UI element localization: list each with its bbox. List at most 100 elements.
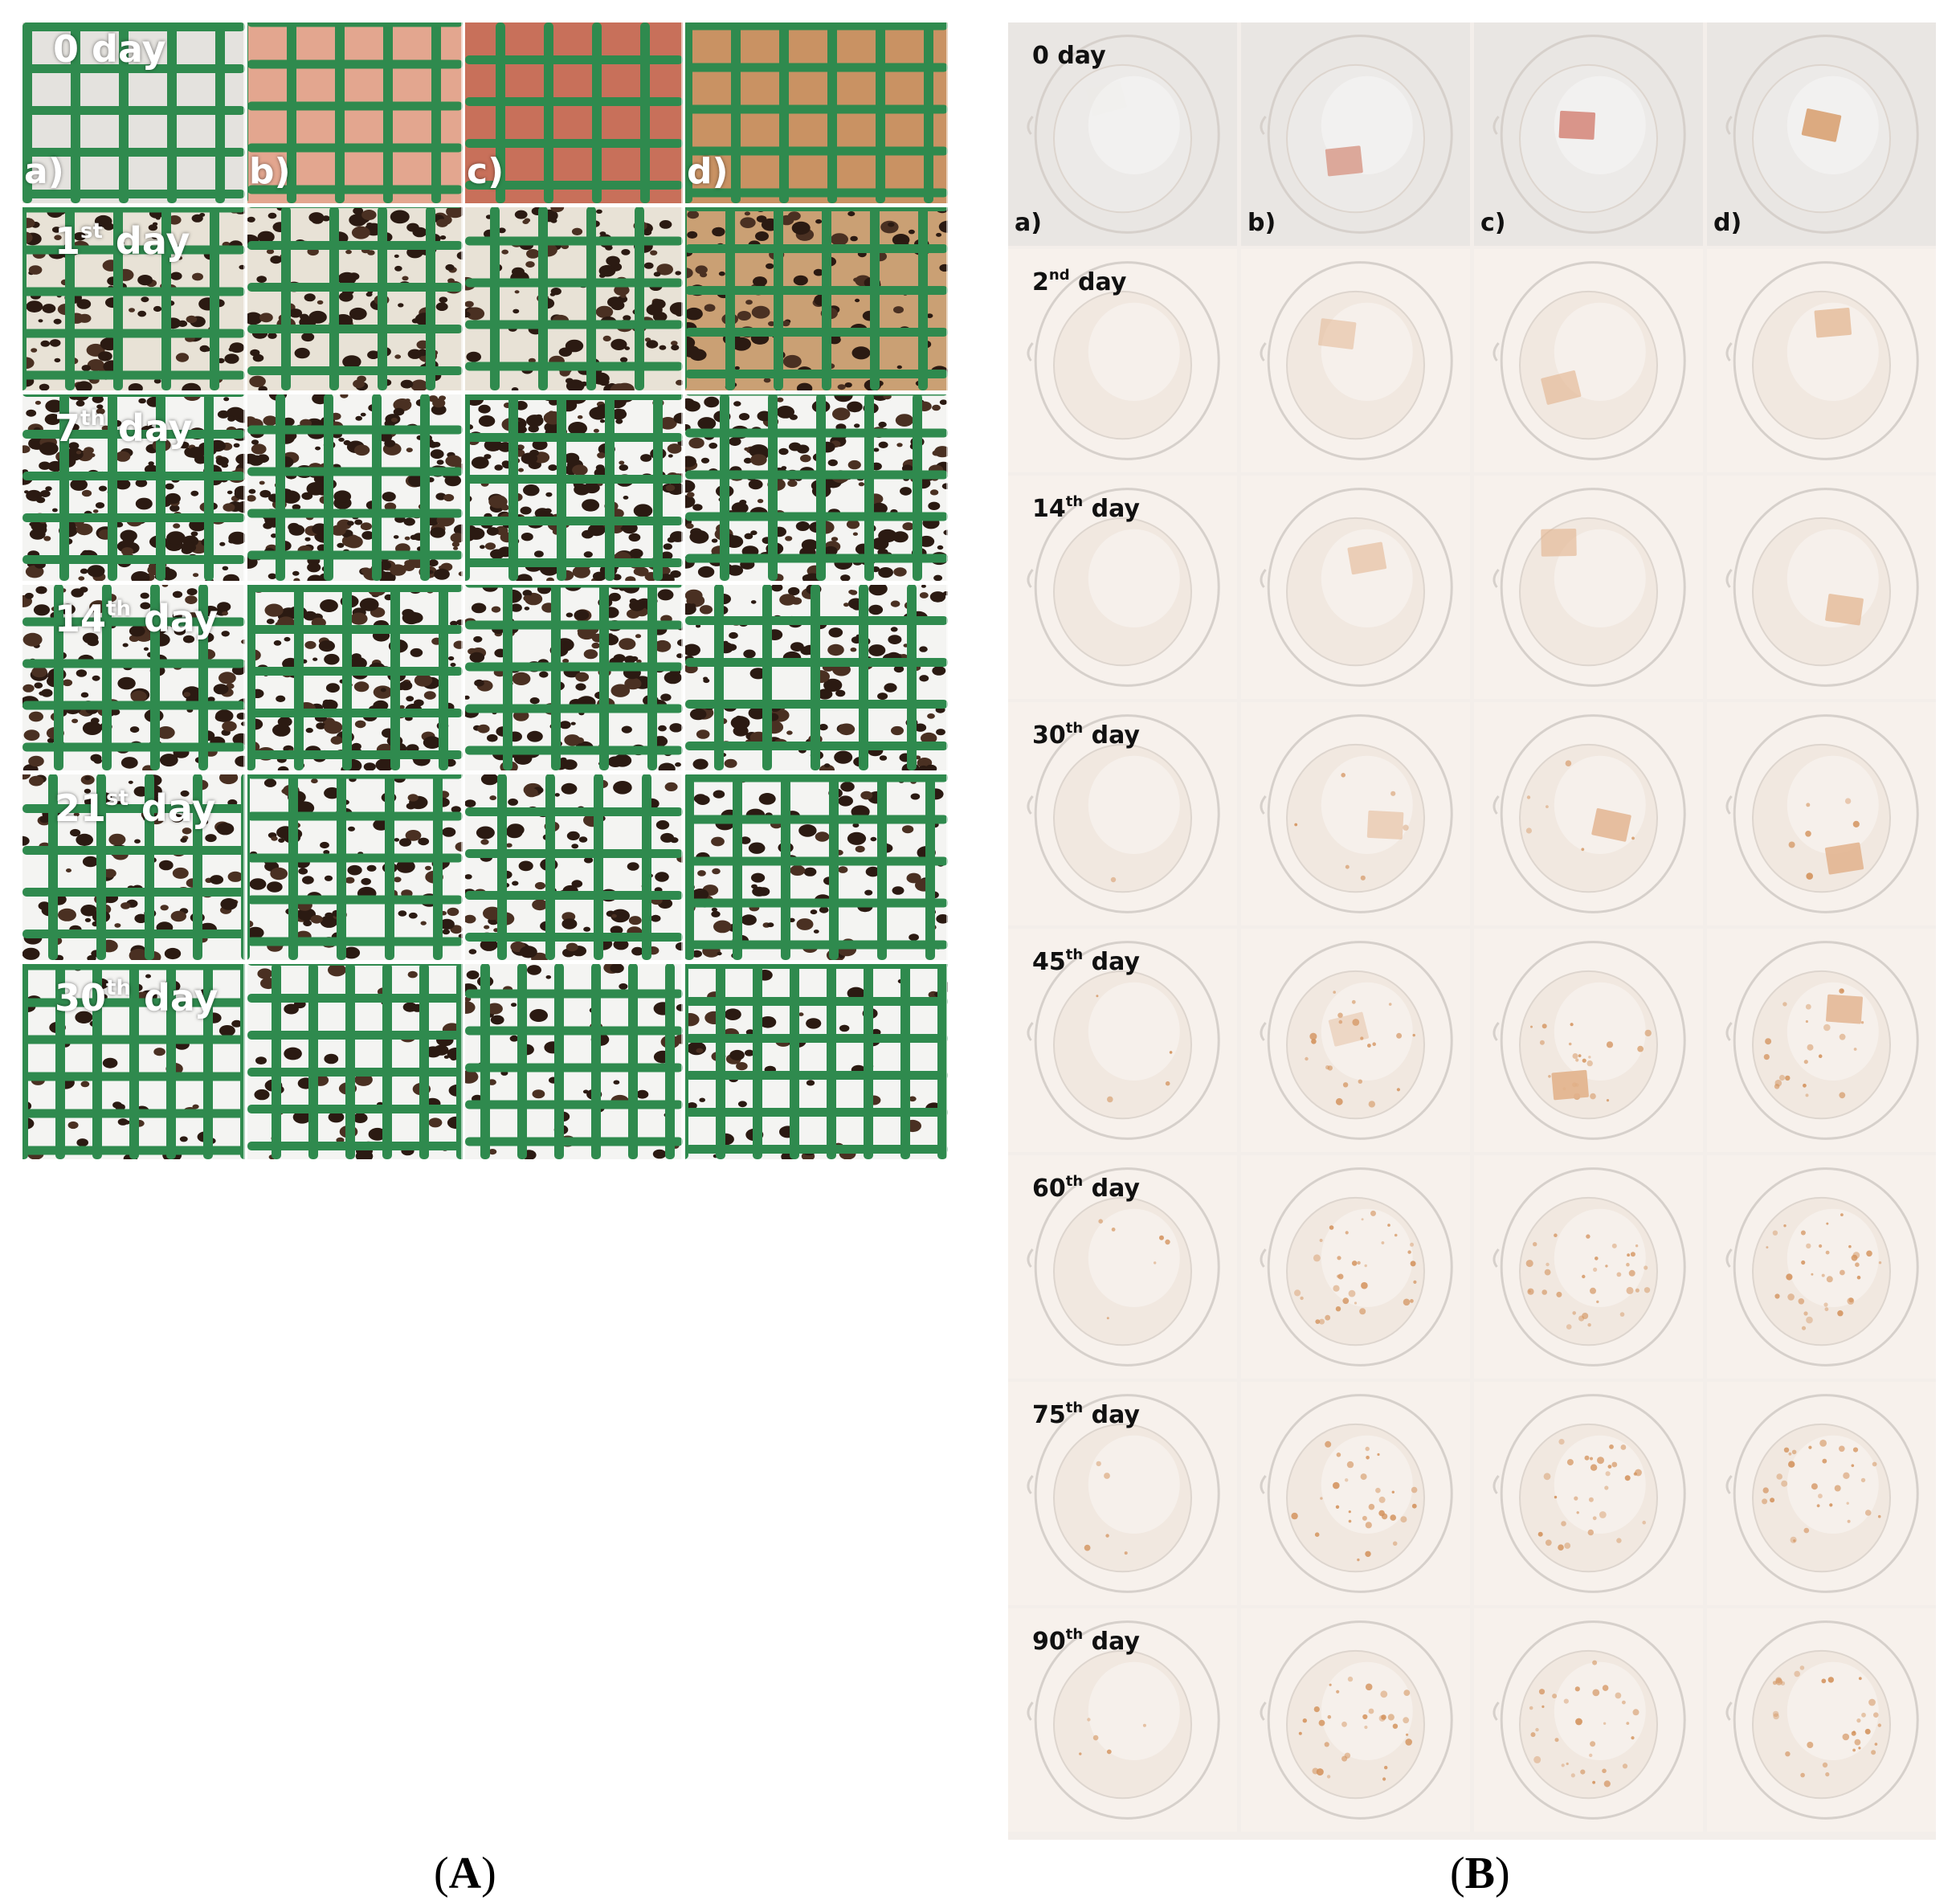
panel-a-column-label: a): [24, 151, 64, 192]
panel-b-beaker-photo: [1008, 476, 1237, 699]
panel-a-caption: (A): [434, 1849, 496, 1898]
day-word: day: [104, 407, 193, 450]
panel-b-beaker-photo: [1241, 929, 1470, 1152]
day-number: 14: [1032, 495, 1066, 523]
panel-b-beaker-photo: [1241, 702, 1470, 925]
day-number: 30: [55, 976, 107, 1019]
panel-a-row: 30th day: [22, 963, 948, 1159]
panel-b-beaker-photo: [1008, 1155, 1237, 1379]
panel-a-day-label: 14th day: [55, 597, 218, 640]
panel-a-row: 21st day: [22, 774, 948, 960]
day-ordinal-suffix: th: [1065, 946, 1084, 963]
panel-a-sample-photo: [465, 963, 683, 1159]
panel-b-beaker-photo: [1707, 1382, 1936, 1605]
day-ordinal-suffix: th: [80, 407, 105, 431]
day-word: day: [1048, 42, 1106, 70]
panel-b-beaker-photo: [1474, 1155, 1703, 1379]
day-ordinal-suffix: th: [1065, 1626, 1084, 1643]
day-number: 75: [1032, 1401, 1066, 1429]
day-word: day: [1083, 1628, 1140, 1656]
panel-a-sample-photo: [685, 774, 948, 960]
panel-a-sample-photo: [685, 394, 948, 581]
day-number: 21: [55, 787, 107, 830]
panel-a-row: 7th day: [22, 394, 948, 581]
day-word: day: [128, 787, 216, 830]
panel-b-caption: (B): [1450, 1849, 1510, 1898]
panel-a-sample-photo: [247, 584, 463, 770]
panel-a-sample-photo: [247, 394, 463, 581]
panel-a-row: 14th day: [22, 584, 948, 770]
panel-a-column-label: c): [467, 151, 504, 192]
panel-b-column-label: d): [1713, 209, 1742, 237]
panel-b-beaker-photo: [1474, 476, 1703, 699]
panel-a-sample-photo: [685, 963, 948, 1159]
panel-b-beaker-photo: [1707, 249, 1936, 472]
panel-a-sample-photo: [22, 394, 245, 581]
panel-b-day-label: 75th day: [1032, 1399, 1140, 1429]
panel-b-beaker-photo: [1241, 1608, 1470, 1832]
day-number: 90: [1032, 1628, 1066, 1656]
panel-b-day-label: 60th day: [1032, 1173, 1140, 1203]
day-word: day: [79, 27, 166, 71]
panel-b-beaker-photo: [1241, 1155, 1470, 1379]
panel-b-beaker-photo: [1707, 22, 1936, 246]
panel-a-row-divider: [22, 582, 948, 585]
day-ordinal-suffix: nd: [1048, 267, 1070, 284]
day-word: day: [1083, 1401, 1140, 1429]
day-number: 1: [55, 219, 81, 263]
panel-b-beaker-photo: [1241, 1382, 1470, 1605]
panel-a-sample-photo: [247, 22, 463, 203]
day-number: 2: [1032, 268, 1049, 296]
panel-b-beaker-photo: [1707, 1155, 1936, 1379]
panel-b-beaker-photo: [1008, 929, 1237, 1152]
panel-b-day-label: 30th day: [1032, 720, 1140, 750]
day-number: 7: [55, 407, 81, 450]
day-number: 45: [1032, 948, 1066, 976]
panel-a-sample-photo: [22, 963, 245, 1159]
panel-b-beaker-photo: [1008, 249, 1237, 472]
day-word: day: [102, 219, 190, 263]
panel-a-day-label: 30th day: [55, 976, 218, 1019]
panel-a-sample-photo: [465, 206, 683, 390]
panel-b-beaker-photo: [1474, 249, 1703, 472]
panel-a-day-label: 1st day: [55, 219, 190, 263]
day-number: 0: [53, 27, 80, 71]
panel-b-day-label: 90th day: [1032, 1626, 1140, 1656]
day-ordinal-suffix: th: [1065, 1399, 1084, 1416]
day-word: day: [1083, 948, 1140, 976]
day-word: day: [1083, 721, 1140, 750]
panel-a-sample-photo: [465, 774, 683, 960]
day-word: day: [130, 976, 218, 1019]
day-word: day: [1069, 268, 1127, 296]
panel-a-row-divider: [22, 961, 948, 964]
panel-a-sample-photo: [22, 774, 245, 960]
panel-a-day-label: 7th day: [55, 407, 193, 450]
panel-b-beaker-photo: [1707, 476, 1936, 699]
panel-b-beaker-photo: [1474, 1382, 1703, 1605]
panel-b-beaker-photo: [1008, 22, 1237, 246]
panel-a-day-label: 0 day: [53, 27, 166, 71]
panel-a-sample-photo: [22, 584, 245, 770]
day-ordinal-suffix: th: [1065, 720, 1084, 737]
day-ordinal-suffix: th: [1065, 1173, 1084, 1190]
panel-b-day-label: 2nd day: [1032, 267, 1126, 296]
panel-b-day-label: 14th day: [1032, 493, 1140, 523]
panel-b-beaker-photo: [1474, 929, 1703, 1152]
panel-b-beaker-photo: [1008, 1382, 1237, 1605]
panel-a-sample-photo: [465, 584, 683, 770]
day-number: 30: [1032, 721, 1066, 750]
panel-b-beaker-photo: [1008, 702, 1237, 925]
panel-b-beaker-photo: [1474, 702, 1703, 925]
day-number: 60: [1032, 1175, 1066, 1203]
panel-a-column-label: b): [249, 151, 291, 192]
day-word: day: [130, 597, 218, 640]
panel-b-beaker-photo: [1474, 1608, 1703, 1832]
panel-a-row: 1st day: [22, 206, 948, 390]
panel-a-row-divider: [22, 771, 948, 774]
panel-a-sample-photo: [22, 206, 245, 390]
panel-a-sample-photo: [247, 774, 463, 960]
panel-b-beaker-photo: [1241, 476, 1470, 699]
panel-b-column-label: b): [1248, 209, 1276, 237]
panel-a-sample-photo: [247, 206, 463, 390]
panel-a-sample-photo: [465, 22, 683, 203]
